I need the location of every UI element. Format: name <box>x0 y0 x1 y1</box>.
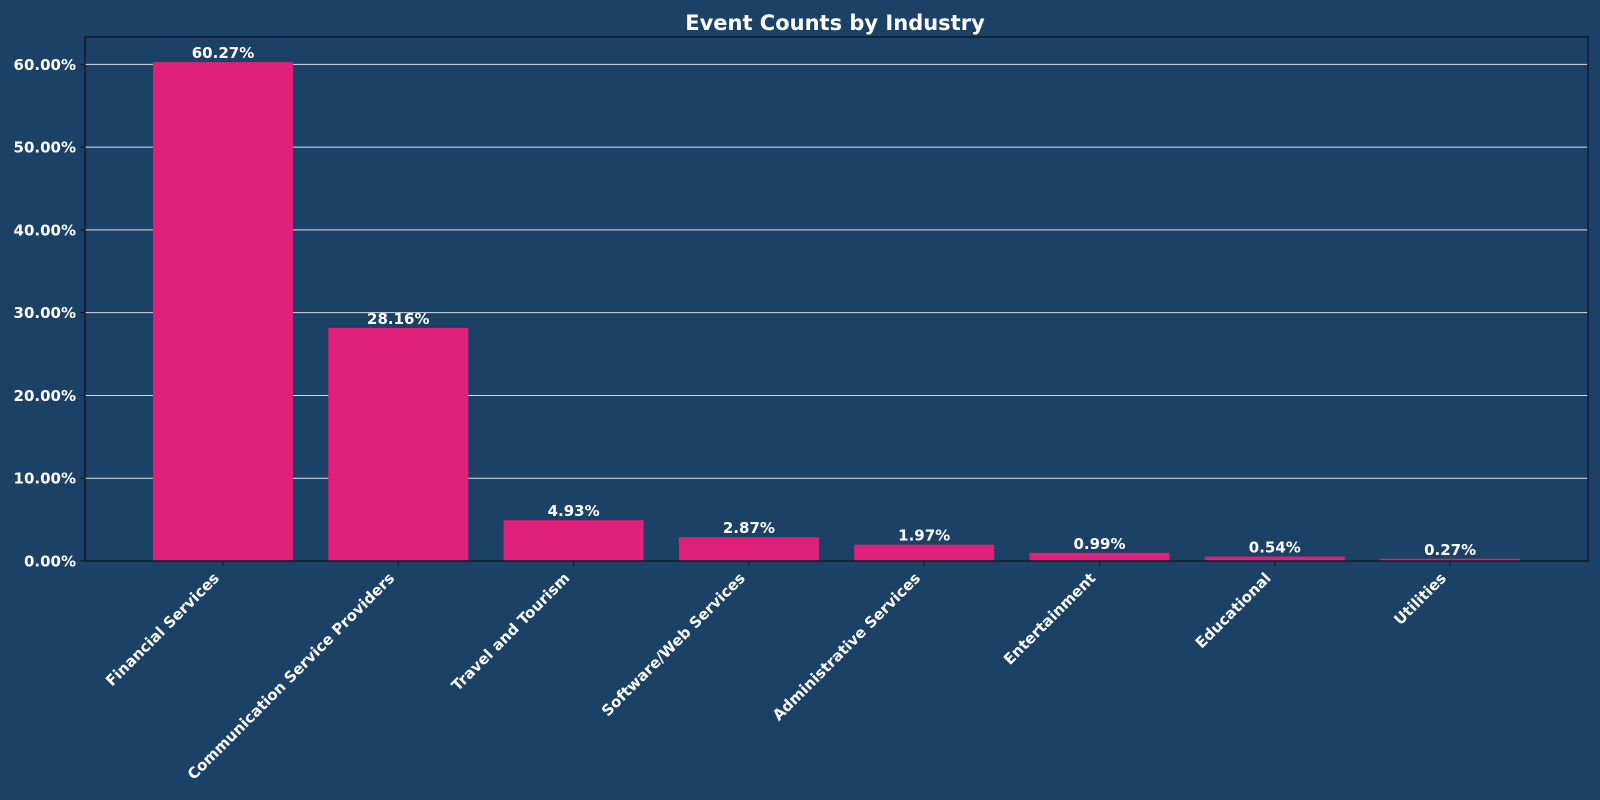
bar-value-label: 0.99% <box>1073 535 1125 553</box>
bar <box>1029 552 1170 561</box>
bar-value-label: 0.54% <box>1249 539 1301 557</box>
bar <box>503 520 644 561</box>
y-tick-label: 0.00% <box>24 553 76 571</box>
y-tick-label: 40.00% <box>14 221 76 239</box>
value-labels: 60.27% 28.16% 4.93% 2.87% 1.97% 0.99% 0.54% 0.2… <box>192 44 1476 559</box>
bar-value-label: 0.27% <box>1424 541 1476 559</box>
bars <box>153 62 1521 562</box>
x-tick-label: Software/Web Services <box>598 569 749 720</box>
y-tick-label: 20.00% <box>14 387 76 405</box>
y-tick-label: 10.00% <box>14 470 76 488</box>
bar-value-label: 4.93% <box>548 502 600 520</box>
bar-value-label: 2.87% <box>723 519 775 537</box>
x-tick-label: Educational <box>1192 569 1275 652</box>
x-tick-label: Communication Service Providers <box>184 569 398 783</box>
y-axis: 0.00% 10.00% 20.00% 30.00% 40.00% 50.00% 60.00… <box>14 56 85 571</box>
x-tick-label: Administrative Services <box>769 569 924 724</box>
bar <box>678 537 819 561</box>
bar <box>328 327 469 561</box>
bar-value-label: 60.27% <box>192 44 254 62</box>
bar <box>854 544 995 561</box>
y-tick-label: 60.00% <box>14 56 76 74</box>
bar-value-label: 28.16% <box>367 310 429 328</box>
x-tick-label: Financial Services <box>102 569 223 690</box>
plot-frame <box>84 36 1589 562</box>
y-tick-label: 50.00% <box>14 139 76 157</box>
bar <box>1380 558 1521 561</box>
x-tick-label: Utilities <box>1390 569 1450 629</box>
y-tick-label: 30.00% <box>14 304 76 322</box>
bar <box>1204 556 1345 561</box>
bar <box>153 62 293 562</box>
x-tick-label: Entertainment <box>1000 569 1099 668</box>
grid-lines <box>85 63 1588 479</box>
chart-title: Event Counts by Industry <box>685 11 985 35</box>
bar-value-label: 1.97% <box>898 527 950 545</box>
x-tick-label: Travel and Tourism <box>448 569 574 695</box>
